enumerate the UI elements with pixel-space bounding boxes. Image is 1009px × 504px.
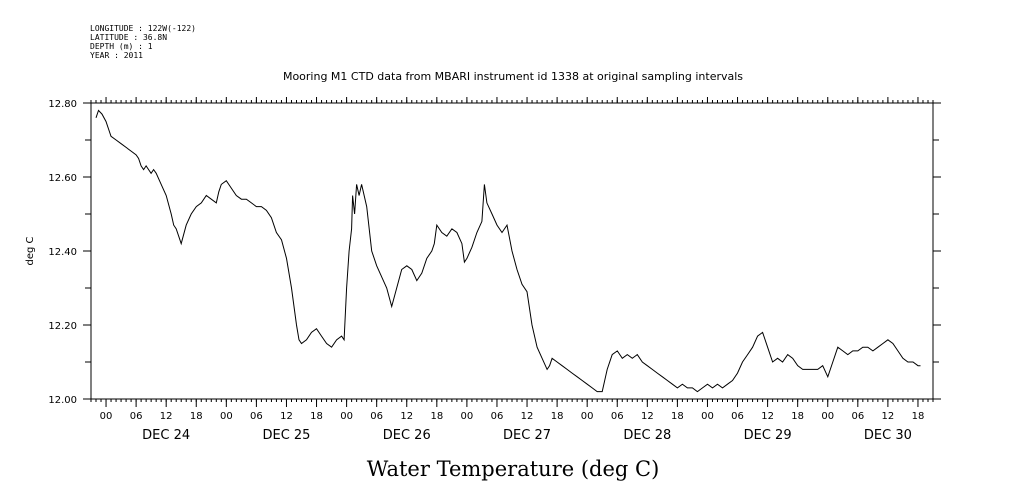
x-tick-label: 00 — [701, 411, 714, 422]
day-label: DEC 29 — [744, 428, 792, 443]
x-tick-label: 00 — [581, 411, 594, 422]
x-tick-label: 18 — [551, 411, 564, 422]
x-tick-label: 12 — [641, 411, 654, 422]
x-tick-label: 06 — [370, 411, 383, 422]
x-tick-label: 12 — [882, 411, 895, 422]
x-tick-label: 12 — [761, 411, 774, 422]
x-tick-label: 06 — [130, 411, 143, 422]
x-axis: 00 06 12 18 00 06 12 18 00 06 12 18 00 06 12 18 00 06 12 18… — [100, 97, 925, 443]
x-tick-label: 18 — [310, 411, 323, 422]
day-label: DEC 27 — [503, 428, 551, 443]
depth-label: DEPTH (m) : 1 — [90, 42, 153, 51]
x-tick-label: 18 — [791, 411, 804, 422]
x-tick-label: 00 — [100, 411, 113, 422]
year-label: YEAR : 2011 — [90, 51, 143, 60]
day-label: DEC 26 — [383, 428, 431, 443]
x-tick-label: 06 — [250, 411, 263, 422]
day-label: DEC 25 — [262, 428, 310, 443]
longitude-label: LONGITUDE : 122W(-122) — [90, 24, 196, 33]
y-tick-label: 12.00 — [48, 395, 77, 406]
day-label: DEC 24 — [142, 428, 190, 443]
y-tick-label: 12.80 — [48, 99, 77, 110]
x-tick-label: 18 — [190, 411, 203, 422]
y-axis-label: deg C — [25, 236, 36, 265]
x-tick-label: 18 — [671, 411, 684, 422]
x-tick-label: 18 — [430, 411, 443, 422]
x-tick-label: 00 — [340, 411, 353, 422]
x-axis-label: Water Temperature (deg C) — [367, 457, 660, 481]
y-tick-label: 12.20 — [48, 321, 77, 332]
x-tick-label: 12 — [160, 411, 173, 422]
y-tick-label: 12.40 — [48, 247, 77, 258]
latitude-label: LATITUDE : 36.8N — [90, 33, 167, 42]
x-tick-label: 06 — [611, 411, 624, 422]
x-tick-label: 06 — [851, 411, 864, 422]
x-tick-label: 12 — [521, 411, 534, 422]
day-label: DEC 30 — [864, 428, 912, 443]
minor-ticks — [90, 100, 934, 402]
x-tick-label: 00 — [821, 411, 834, 422]
x-tick-label: 12 — [400, 411, 413, 422]
x-tick-label: 18 — [912, 411, 925, 422]
x-tick-label: 00 — [220, 411, 233, 422]
y-tick-label: 12.60 — [48, 173, 77, 184]
x-tick-label: 06 — [731, 411, 744, 422]
x-tick-label: 06 — [491, 411, 504, 422]
series-line — [95, 109, 921, 393]
chart-title: Mooring M1 CTD data from MBARI instrumen… — [283, 70, 743, 83]
x-tick-label: 00 — [461, 411, 474, 422]
y-axis: 12.00 12.20 12.40 12.60 12.80 — [48, 99, 941, 406]
x-tick-label: 12 — [280, 411, 293, 422]
day-label: DEC 28 — [623, 428, 671, 443]
